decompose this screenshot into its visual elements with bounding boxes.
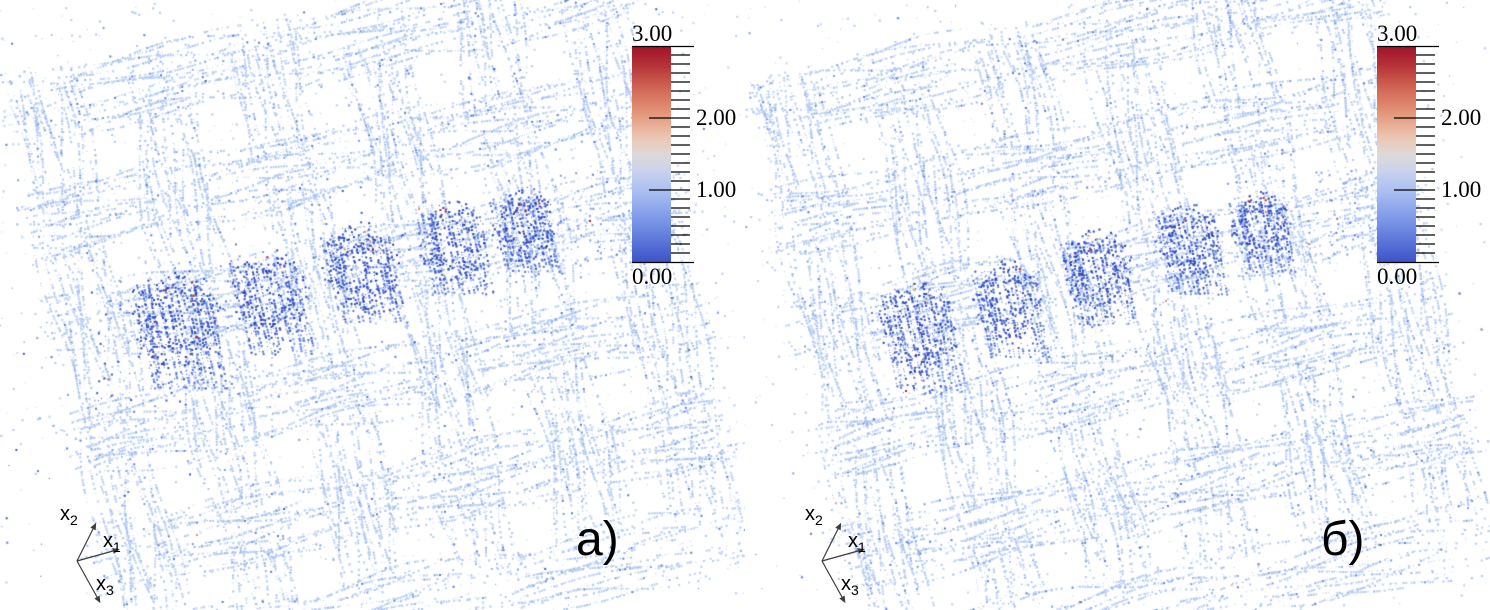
axis-label-x2: x2 bbox=[805, 503, 823, 528]
axis-label-x2: x2 bbox=[60, 503, 78, 528]
colorbar-min-label: 0.00 bbox=[1377, 264, 1418, 289]
axis-label-x3: x3 bbox=[841, 573, 859, 598]
panel-a: 3.00 2.00 1.00 0.00 x2 x1 x3 а) bbox=[0, 0, 745, 610]
axis-triad: x2 x1 x3 bbox=[40, 500, 156, 610]
colorbar-ticks bbox=[1377, 45, 1439, 264]
colorbar-max-label: 3.00 bbox=[632, 21, 673, 46]
colorbar-gradient bbox=[1377, 46, 1416, 262]
panel-label-b: б) bbox=[1321, 513, 1365, 566]
colorbar-ticks bbox=[632, 45, 694, 264]
axis-label-x3: x3 bbox=[96, 573, 114, 598]
colorbar: 3.00 2.00 1.00 0.00 bbox=[632, 21, 744, 289]
colorbar-tick-label-1: 1.00 bbox=[696, 177, 737, 202]
colorbar-tick-label-2: 2.00 bbox=[1441, 105, 1482, 130]
colorbar-tick-label-1: 1.00 bbox=[1441, 177, 1482, 202]
axis-arrows-icon bbox=[76, 522, 120, 604]
colorbar-tick-label-2: 2.00 bbox=[696, 105, 737, 130]
colorbar-gradient bbox=[632, 46, 671, 262]
colorbar: 3.00 2.00 1.00 0.00 bbox=[1377, 21, 1489, 289]
axis-label-x1: x1 bbox=[848, 530, 866, 555]
point-cloud-canvas-b bbox=[745, 0, 1490, 610]
panel-label-a: а) bbox=[576, 513, 619, 566]
axis-triad: x2 x1 x3 bbox=[785, 500, 901, 610]
point-cloud-canvas-a bbox=[0, 0, 745, 610]
axis-arrows-icon bbox=[821, 522, 865, 604]
colorbar-min-label: 0.00 bbox=[632, 264, 673, 289]
axis-label-x1: x1 bbox=[103, 530, 121, 555]
colorbar-max-label: 3.00 bbox=[1377, 21, 1418, 46]
panel-b: 3.00 2.00 1.00 0.00 x2 x1 x3 б) bbox=[745, 0, 1490, 610]
